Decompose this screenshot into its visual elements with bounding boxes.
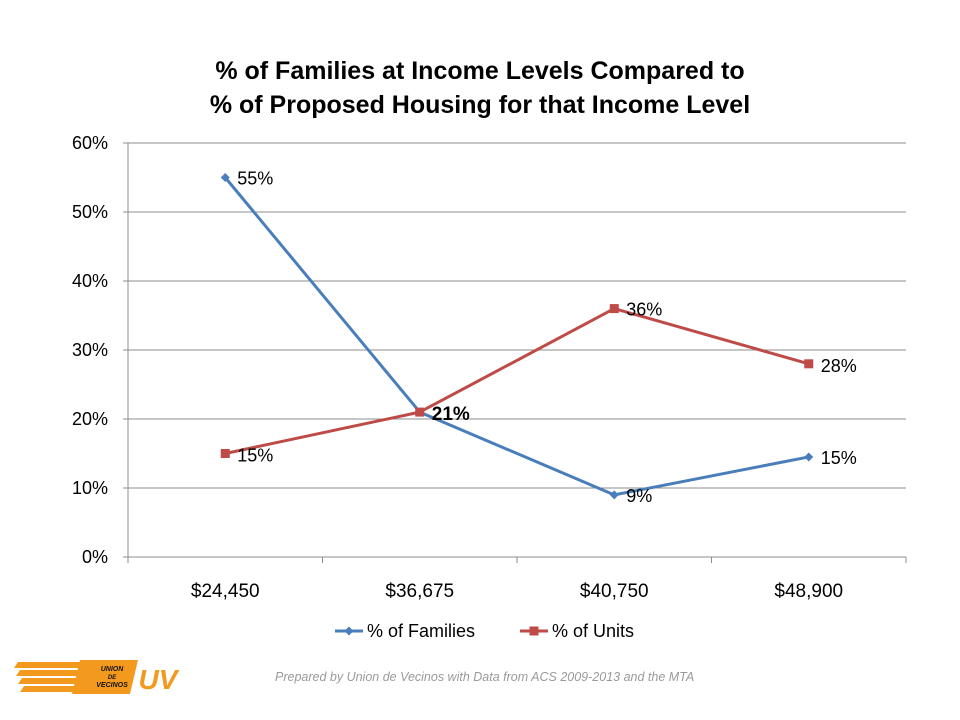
data-point-diamond [804,452,814,462]
chart-title-line-2: % of Proposed Housing for that Income Le… [209,91,751,119]
data-point-square [609,304,619,314]
data-point-square [220,449,230,458]
data-label: 21% [432,404,470,425]
x-tick-label: $48,900 [774,581,843,602]
series-line [224,176,810,497]
logo-stripes [14,660,138,694]
y-tick-label: 30% [72,340,108,360]
data-label: 55% [237,169,273,189]
data-labels: 55% 9% 15% 15% 21% 36% 28% [237,169,857,506]
chart-title-line-1: % of Families at Income Levels Compared … [215,57,745,85]
legend: % of Families % of Units [335,621,634,641]
series [220,173,814,500]
data-label: 36% [626,300,662,320]
x-tick-label: $36,675 [385,581,454,602]
series-line [224,307,810,455]
data-point-diamond [220,173,230,182]
x-tick-label: $40,750 [580,581,649,602]
logo-text-union: UNION [101,666,125,673]
legend-label: % of Families [367,621,475,641]
data-label: 28% [821,356,857,376]
y-tick-label: 50% [72,202,108,222]
logo-banner [72,660,138,694]
data-point-diamond [344,626,354,636]
footer-note: Prepared by Union de Vecinos with Data f… [275,670,695,684]
y-tick-label: 0% [82,547,108,567]
data-point-square [415,407,425,417]
data-point-square [804,359,814,369]
y-tick-label: 40% [72,271,108,291]
x-tick-labels: $24,450 $36,675 $40,750 $48,900 [191,581,843,602]
axes [123,142,907,563]
data-label: 15% [237,446,273,466]
union-de-vecinos-logo: UNION DE VECINOS UV [10,658,180,698]
data-label: 9% [626,486,652,506]
chart-title: % of Families at Income Levels Compared … [0,54,960,122]
y-tick-labels: 0% 10% 20% 30% 40% 50% 60% [72,133,108,567]
y-tick-label: 20% [72,409,108,429]
logo-mark-uv: UV [139,664,180,695]
data-label: 15% [821,448,857,468]
legend-label: % of Units [552,621,634,641]
logo-graphic: UNION DE VECINOS UV [14,660,180,695]
data-point-diamond [609,490,619,500]
y-tick-label: 10% [72,478,108,498]
logo-text-vecinos: VECINOS [96,682,128,689]
x-tick-label: $24,450 [191,581,260,602]
data-point-square [529,626,539,636]
y-tick-label: 60% [72,133,108,153]
gridlines [128,142,906,489]
logo-text-de: DE [108,675,117,681]
